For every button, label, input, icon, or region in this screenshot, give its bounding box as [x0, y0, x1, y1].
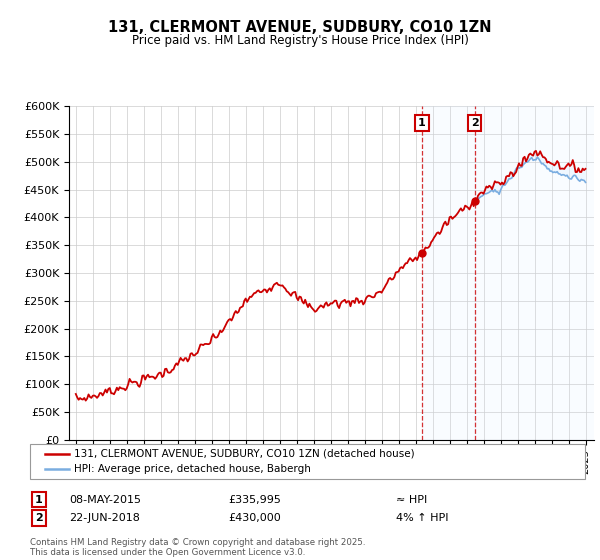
Text: 4% ↑ HPI: 4% ↑ HPI: [396, 513, 449, 523]
Bar: [422, 106, 475, 440]
Text: 1: 1: [418, 118, 426, 128]
Text: £430,000: £430,000: [228, 513, 281, 523]
Text: £335,995: £335,995: [228, 494, 281, 505]
Text: 22-JUN-2018: 22-JUN-2018: [69, 513, 140, 523]
Text: ≈ HPI: ≈ HPI: [396, 494, 427, 505]
Text: 2: 2: [471, 118, 479, 128]
Text: 131, CLERMONT AVENUE, SUDBURY, CO10 1ZN (detached house): 131, CLERMONT AVENUE, SUDBURY, CO10 1ZN …: [74, 449, 415, 459]
Text: 08-MAY-2015: 08-MAY-2015: [69, 494, 141, 505]
Text: 1: 1: [35, 494, 43, 505]
Text: Price paid vs. HM Land Registry's House Price Index (HPI): Price paid vs. HM Land Registry's House …: [131, 34, 469, 46]
Text: 131, CLERMONT AVENUE, SUDBURY, CO10 1ZN: 131, CLERMONT AVENUE, SUDBURY, CO10 1ZN: [108, 20, 492, 35]
Text: Contains HM Land Registry data © Crown copyright and database right 2025.
This d: Contains HM Land Registry data © Crown c…: [30, 538, 365, 557]
Bar: [475, 106, 596, 440]
Text: HPI: Average price, detached house, Babergh: HPI: Average price, detached house, Babe…: [74, 464, 311, 474]
Text: 2: 2: [35, 513, 43, 523]
